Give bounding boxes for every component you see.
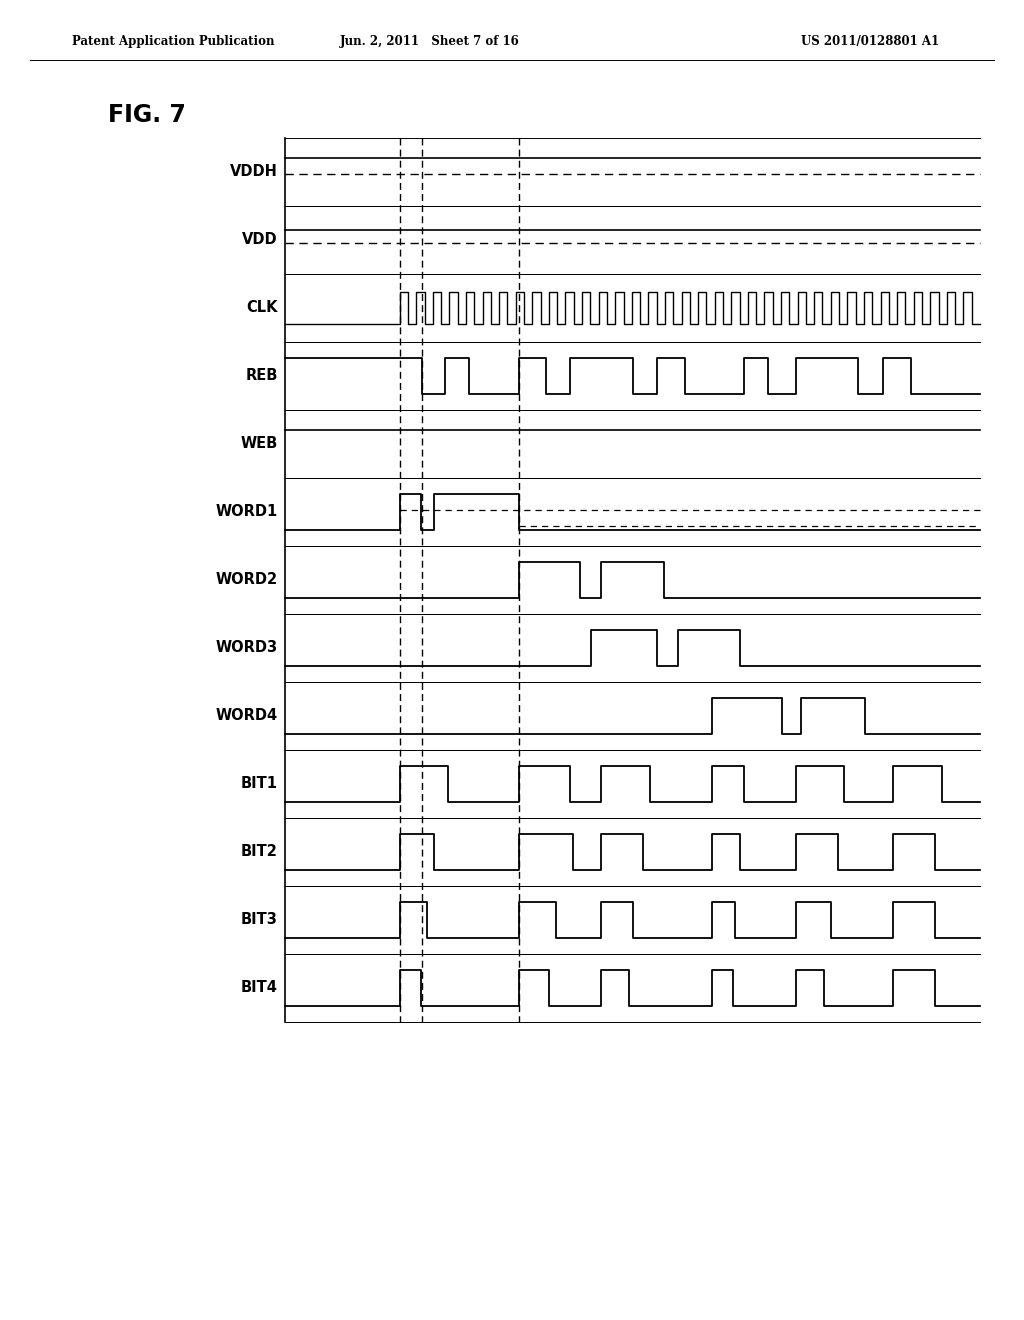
Text: CLK: CLK	[247, 301, 278, 315]
Text: BIT3: BIT3	[241, 912, 278, 928]
Text: REB: REB	[246, 368, 278, 384]
Text: Patent Application Publication: Patent Application Publication	[72, 36, 274, 49]
Text: BIT4: BIT4	[241, 981, 278, 995]
Text: BIT2: BIT2	[241, 845, 278, 859]
Text: Jun. 2, 2011   Sheet 7 of 16: Jun. 2, 2011 Sheet 7 of 16	[340, 36, 520, 49]
Text: US 2011/0128801 A1: US 2011/0128801 A1	[801, 36, 939, 49]
Text: VDD: VDD	[243, 232, 278, 248]
Text: BIT1: BIT1	[241, 776, 278, 792]
Text: WORD3: WORD3	[216, 640, 278, 656]
Text: WORD2: WORD2	[216, 573, 278, 587]
Text: VDDH: VDDH	[230, 165, 278, 180]
Text: WORD1: WORD1	[216, 504, 278, 520]
Text: FIG. 7: FIG. 7	[108, 103, 186, 127]
Text: WEB: WEB	[241, 437, 278, 451]
Text: WORD4: WORD4	[216, 709, 278, 723]
